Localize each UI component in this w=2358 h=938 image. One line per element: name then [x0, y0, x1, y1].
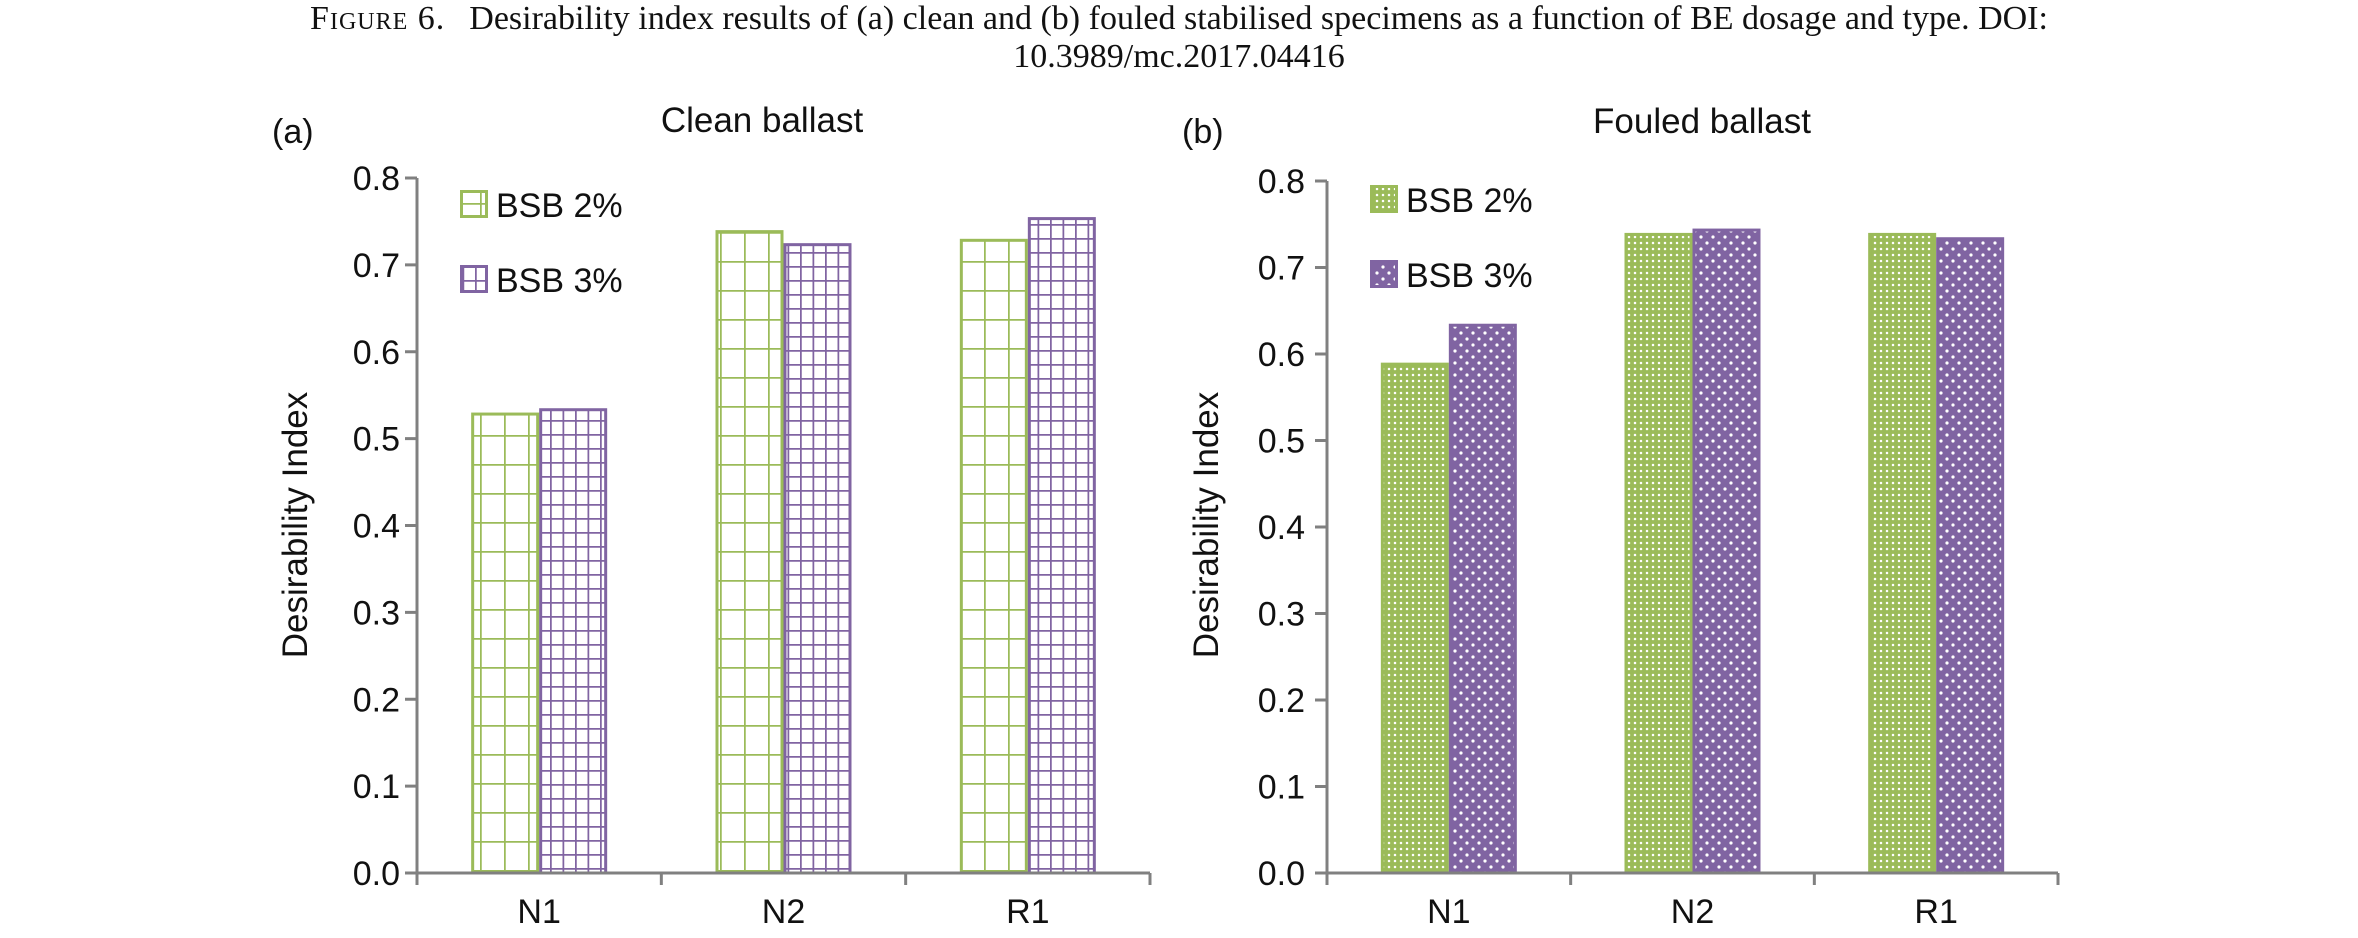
- legend-label: BSB 3%: [496, 262, 623, 300]
- y-tick-label: 0.5: [1258, 423, 1305, 461]
- x-tick-label-n2: N2: [1671, 893, 1714, 931]
- panel-label: (b): [1182, 113, 1224, 151]
- x-tick-label-r1: R1: [1006, 893, 1049, 931]
- y-tick-label: 0.1: [1258, 769, 1305, 807]
- y-tick-label: 0.5: [353, 421, 400, 459]
- y-tick-label: 0.2: [1258, 682, 1305, 720]
- y-tick-label: 0.4: [353, 508, 400, 546]
- y-tick-label: 0.0: [353, 855, 400, 893]
- y-tick-label: 0.2: [353, 681, 400, 719]
- figure-caption: Figure 6. Desirability index results of (…: [0, 0, 2358, 76]
- bar-r1-bsb-2-: [1868, 232, 1937, 875]
- bar-r1-bsb-3-: [1936, 237, 2005, 875]
- chart-title: Fouled ballast: [1593, 102, 1811, 141]
- x-tick-label-n1: N1: [1427, 893, 1470, 931]
- legend-label: BSB 2%: [496, 187, 623, 225]
- panel-b-fouled-ballast: 0.0 0.1 0.2 0.3 0.4 0.5 0.6 0.7 0.8 N1 N2 R1 (b) Foul…: [1182, 102, 2060, 931]
- bar-r1-bsb-3-: [1027, 217, 1096, 875]
- y-tick-label: 0.7: [353, 247, 400, 285]
- caption-line-1: Figure 6. Desirability index results of (…: [0, 0, 2358, 38]
- bar-r1-bsb-2-: [959, 238, 1028, 875]
- y-tick-label: 0.7: [1258, 250, 1305, 288]
- panel-a-clean-ballast: 0.0 0.1 0.2 0.3 0.4 0.5 0.6 0.7 0.8 N1 N2 R1 (a) Clea…: [272, 101, 1152, 931]
- caption-text: Desirability index results of (a) clean …: [469, 0, 2048, 37]
- y-tick-label: 0.3: [353, 594, 400, 632]
- y-tick-label: 0.6: [1258, 336, 1305, 374]
- y-tick-label: 0.8: [1258, 163, 1305, 201]
- y-tick-label: 0.1: [353, 768, 400, 806]
- y-tick-label: 0.8: [353, 160, 400, 198]
- y-tick-label: 0.6: [353, 334, 400, 372]
- x-tick-label-n2: N2: [762, 893, 805, 931]
- y-tick-label: 0.0: [1258, 855, 1305, 893]
- bar-n2-bsb-2-: [715, 230, 784, 875]
- panel-label: (a): [272, 113, 314, 151]
- x-tick-label-n1: N1: [517, 893, 560, 931]
- legend-swatch: [460, 190, 488, 218]
- legend-label: BSB 2%: [1406, 182, 1533, 220]
- bar-n2-bsb-3-: [783, 243, 852, 875]
- bar-n1-bsb-2-: [471, 412, 540, 875]
- caption-line-2: 10.3989/mc.2017.04416: [1013, 38, 1345, 75]
- y-tick-label: 0.3: [1258, 596, 1305, 634]
- legend-swatch: [1370, 260, 1398, 288]
- bar-n1-bsb-3-: [1448, 323, 1517, 875]
- bar-n2-bsb-2-: [1624, 232, 1693, 875]
- figure-label: Figure 6.: [310, 0, 446, 37]
- legend-swatch: [1370, 185, 1398, 213]
- legend-swatch: [460, 265, 488, 293]
- x-tick-label-r1: R1: [1914, 893, 1957, 931]
- bar-n2-bsb-3-: [1692, 228, 1761, 875]
- y-axis-label: Desirability Index: [1187, 391, 1226, 658]
- y-tick-label: 0.4: [1258, 509, 1305, 547]
- bar-n1-bsb-3-: [539, 408, 608, 875]
- bar-n1-bsb-2-: [1380, 362, 1449, 875]
- y-axis-label: Desirability Index: [276, 391, 315, 658]
- legend-label: BSB 3%: [1406, 257, 1533, 295]
- chart-title: Clean ballast: [661, 101, 864, 140]
